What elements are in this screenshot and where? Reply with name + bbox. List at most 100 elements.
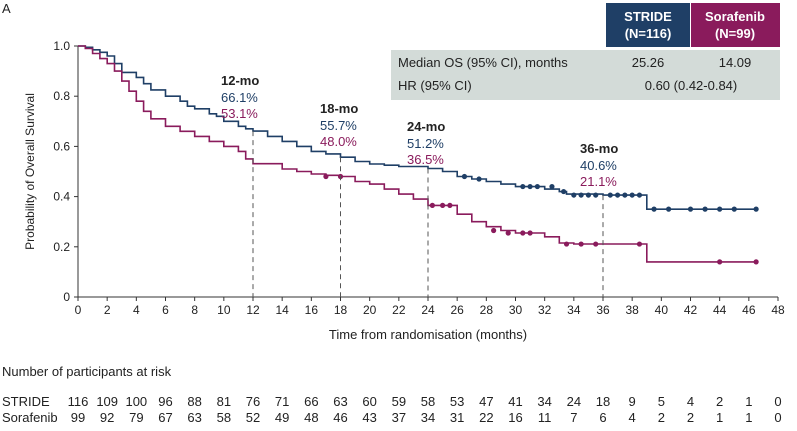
stride-risk-count: 59 bbox=[392, 394, 406, 409]
sorafenib-risk-count: 0 bbox=[774, 410, 781, 425]
hr-value: 0.60 (0.42-0.84) bbox=[645, 78, 738, 93]
milestone-title: 12-mo bbox=[221, 73, 259, 88]
sorafenib-risk-count: 37 bbox=[392, 410, 406, 425]
stride-risk-count: 100 bbox=[125, 394, 147, 409]
stride-header-cell bbox=[606, 3, 690, 47]
stride-risk-count: 116 bbox=[68, 394, 89, 409]
panel-label: A bbox=[2, 1, 11, 16]
y-tick-label: 0.4 bbox=[53, 190, 70, 204]
stride-censor-mark bbox=[549, 183, 555, 190]
sorafenib-risk-count: 43 bbox=[362, 410, 376, 425]
milestone-sorafenib-value: 36.5% bbox=[407, 152, 444, 167]
sorafenib-header-name: Sorafenib bbox=[705, 9, 765, 24]
sorafenib-risk-count: 16 bbox=[508, 410, 522, 425]
sorafenib-risk-count: 22 bbox=[479, 410, 493, 425]
milestone-title: 36-mo bbox=[580, 141, 618, 156]
x-tick-label: 46 bbox=[742, 303, 756, 317]
y-tick-label: 0.2 bbox=[53, 240, 70, 254]
sorafenib-censor-mark bbox=[753, 259, 759, 265]
y-tick-label: 0 bbox=[63, 290, 70, 304]
x-tick-label: 18 bbox=[334, 303, 348, 317]
x-tick-label: 16 bbox=[305, 303, 319, 317]
stride-risk-count: 5 bbox=[658, 394, 665, 409]
stride-risk-count: 4 bbox=[687, 394, 694, 409]
x-tick-label: 0 bbox=[75, 303, 82, 317]
stride-censor-mark bbox=[717, 206, 723, 212]
sorafenib-censor-mark bbox=[578, 241, 584, 247]
x-tick-label: 10 bbox=[217, 303, 231, 317]
milestone-annotations: 12-mo 66.1%53.1% 18-mo 55.7%48.0% 24-mo 51.2%… bbox=[221, 73, 618, 297]
survival-curves bbox=[78, 45, 759, 265]
milestone-stride-value: 55.7% bbox=[320, 118, 357, 133]
stride-risk-count: 88 bbox=[187, 394, 201, 409]
sorafenib-censor-mark bbox=[439, 202, 446, 208]
x-tick-label: 36 bbox=[596, 303, 610, 317]
sorafenib-risk-count: 2 bbox=[658, 410, 665, 425]
plot-area: 0 2 4 6 8 10 12 14 16 18 20 22 24 26 28 30 32 34 36 38 40 42 4… bbox=[23, 39, 785, 342]
stride-risk-count: 0 bbox=[774, 394, 781, 409]
stride-censor-mark bbox=[571, 192, 577, 198]
x-tick-label: 6 bbox=[162, 303, 169, 317]
stride-risk-count: 24 bbox=[567, 394, 581, 409]
x-tick-label: 30 bbox=[509, 303, 523, 317]
y-tick-label: 0.8 bbox=[53, 89, 70, 103]
sorafenib-header-cell bbox=[691, 3, 780, 47]
milestone-sorafenib-value: 21.1% bbox=[580, 174, 617, 189]
stride-censor-mark bbox=[561, 188, 567, 195]
stride-risk-count: 34 bbox=[537, 394, 551, 409]
sorafenib-censor-mark bbox=[717, 259, 723, 265]
x-axis-label: Time from randomisation (months) bbox=[329, 327, 527, 342]
summary-table-body bbox=[391, 50, 780, 100]
stride-censor-mark bbox=[585, 192, 592, 198]
stride-risk-count: 71 bbox=[275, 394, 289, 409]
sorafenib-censor-mark bbox=[447, 202, 453, 208]
x-tick-label: 8 bbox=[191, 303, 198, 317]
sorafenib-censor-mark bbox=[636, 241, 643, 247]
milestone-title: 24-mo bbox=[407, 119, 445, 134]
stride-risk-count: 66 bbox=[304, 394, 318, 409]
stride-risk-count: 2 bbox=[716, 394, 723, 409]
sorafenib-risk-count: 52 bbox=[246, 410, 260, 425]
stride-risk-count: 81 bbox=[217, 394, 231, 409]
stride-censor-mark bbox=[593, 192, 599, 198]
stride-censor-mark bbox=[753, 206, 759, 212]
sorafenib-risk-count: 58 bbox=[217, 410, 231, 425]
sorafenib-risk-count: 2 bbox=[687, 410, 694, 425]
stride-censor-mark bbox=[614, 192, 621, 198]
x-tick-label: 12 bbox=[246, 303, 260, 317]
stride-risk-count: 47 bbox=[479, 394, 493, 409]
sorafenib-risk-count: 34 bbox=[421, 410, 435, 425]
stride-risk-count: 18 bbox=[596, 394, 610, 409]
stride-risk-count: 63 bbox=[333, 394, 347, 409]
x-tick-label: 4 bbox=[133, 303, 140, 317]
sorafenib-risk-count: 31 bbox=[450, 410, 464, 425]
hr-label: HR (95% CI) bbox=[398, 78, 472, 93]
stride-risk-count: 76 bbox=[246, 394, 260, 409]
sorafenib-risk-count: 1 bbox=[745, 410, 752, 425]
x-tick-label: 28 bbox=[480, 303, 494, 317]
milestone-stride-value: 66.1% bbox=[221, 90, 258, 105]
stride-risk-count: 53 bbox=[450, 394, 464, 409]
sorafenib-censor-mark bbox=[563, 241, 570, 247]
stride-censor-mark bbox=[702, 206, 708, 212]
y-tick-label: 0.6 bbox=[53, 139, 70, 153]
x-tick-label: 32 bbox=[538, 303, 552, 317]
risk-table: STRIDE 116 109 100 96 88 81 76 71 66 63 60 59 58 53 47 4… bbox=[2, 394, 782, 425]
stride-risk-count: 96 bbox=[158, 394, 172, 409]
milestone-sorafenib-value: 48.0% bbox=[320, 134, 357, 149]
stride-censor-mark bbox=[534, 183, 540, 190]
stride-censor-mark bbox=[731, 206, 737, 212]
milestone-stride-value: 40.6% bbox=[580, 158, 617, 173]
stride-risk-count: 9 bbox=[629, 394, 636, 409]
stride-censor-mark bbox=[666, 206, 672, 212]
sorafenib-risk-count: 92 bbox=[100, 410, 114, 425]
sorafenib-risk-count: 67 bbox=[158, 410, 172, 425]
sorafenib-censor-mark bbox=[505, 230, 511, 236]
sorafenib-risk-count: 63 bbox=[187, 410, 201, 425]
stride-risk-count: 1 bbox=[745, 394, 752, 409]
stride-censor-mark bbox=[629, 192, 635, 198]
stride-risk-count: 58 bbox=[421, 394, 435, 409]
sorafenib-risk-count: 1 bbox=[716, 410, 723, 425]
sorafenib-censor-mark bbox=[429, 202, 435, 208]
x-tick-label: 40 bbox=[655, 303, 669, 317]
